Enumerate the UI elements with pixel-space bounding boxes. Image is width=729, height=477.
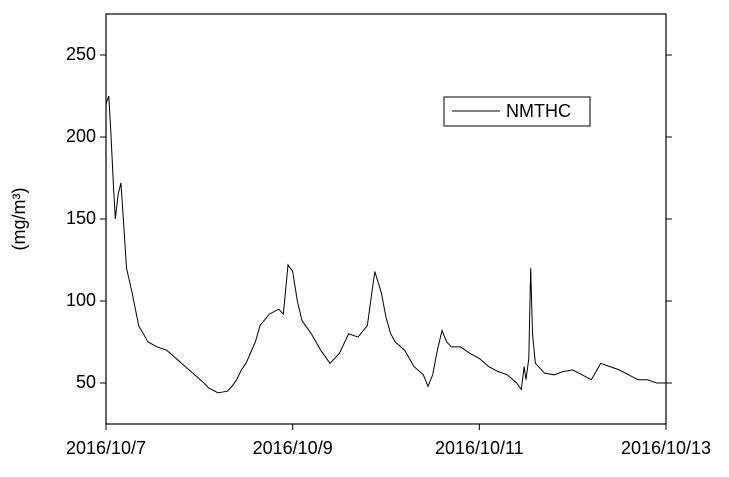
x-tick-label: 2016/10/9: [253, 438, 333, 458]
x-tick-label: 2016/10/7: [66, 438, 146, 458]
y-axis-label: (mg/m³): [9, 188, 29, 251]
legend-label: NMTHC: [506, 101, 571, 121]
y-tick-label: 100: [66, 290, 96, 310]
data-line: [105, 95, 666, 394]
x-tick-label: 2016/10/11: [435, 438, 524, 458]
y-tick-label: 200: [66, 126, 96, 146]
y-tick-label: 250: [66, 44, 96, 64]
plot-frame: [105, 13, 667, 425]
y-tick-label: 50: [76, 372, 96, 392]
y-tick-label: 150: [66, 208, 96, 228]
x-tick-label: 2016/10/13: [621, 438, 711, 458]
